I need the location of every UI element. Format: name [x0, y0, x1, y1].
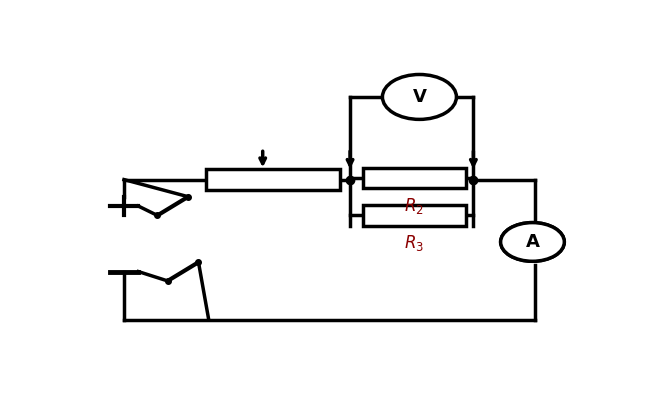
Text: A: A: [526, 233, 540, 251]
Bar: [206, 168, 340, 190]
Text: $R_3$: $R_3$: [404, 233, 424, 254]
Text: $R_2$: $R_2$: [404, 196, 424, 216]
Ellipse shape: [501, 223, 564, 261]
Bar: [363, 168, 465, 188]
Bar: [363, 205, 465, 226]
Circle shape: [501, 223, 564, 261]
Circle shape: [383, 75, 456, 119]
Text: V: V: [412, 88, 426, 106]
